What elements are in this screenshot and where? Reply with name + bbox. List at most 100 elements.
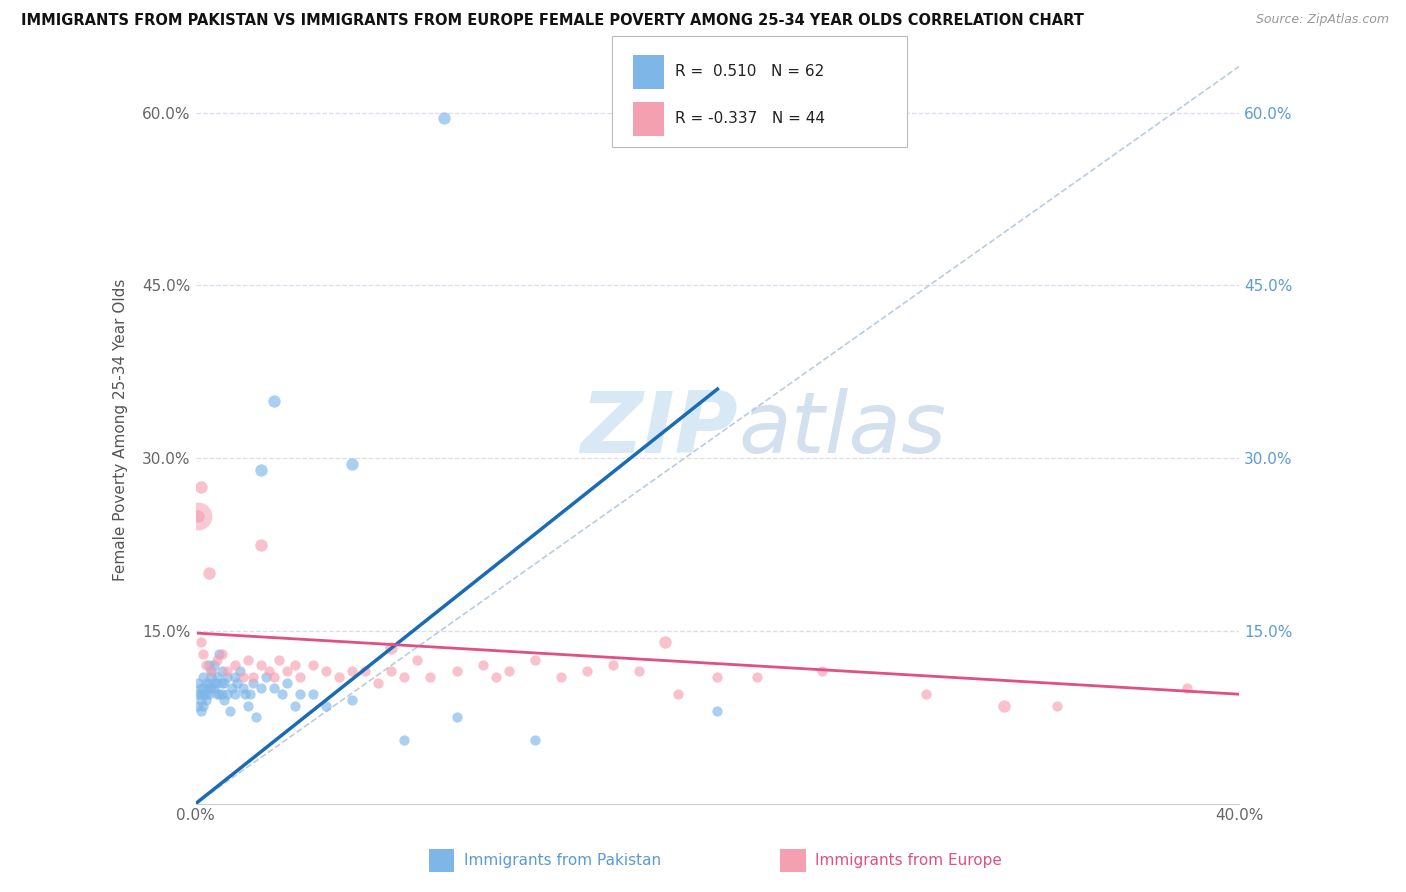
Point	[706, 705, 728, 719]
Point	[523, 733, 546, 747]
Point	[211, 675, 233, 690]
Point	[250, 658, 273, 673]
Point	[193, 647, 215, 661]
Point	[269, 653, 291, 667]
Point	[197, 687, 219, 701]
Point	[193, 698, 215, 713]
Point	[195, 675, 218, 690]
Point	[288, 670, 311, 684]
Point	[446, 664, 468, 678]
Point	[471, 658, 494, 673]
Point	[239, 687, 262, 701]
Point	[575, 664, 598, 678]
Point	[202, 675, 225, 690]
Point	[245, 710, 267, 724]
Point	[550, 670, 572, 684]
Point	[288, 687, 311, 701]
Point	[242, 675, 264, 690]
Point	[187, 508, 209, 523]
Point	[190, 480, 212, 494]
Point	[250, 463, 273, 477]
Point	[218, 705, 240, 719]
Point	[523, 653, 546, 667]
Point	[190, 635, 212, 649]
Point	[340, 664, 363, 678]
Point	[810, 664, 832, 678]
Point	[197, 681, 219, 696]
Point	[211, 687, 233, 701]
Point	[190, 681, 212, 696]
Point	[197, 658, 219, 673]
Point	[328, 670, 350, 684]
Point	[1175, 681, 1198, 696]
Point	[195, 658, 218, 673]
Point	[221, 681, 243, 696]
Point	[380, 664, 402, 678]
Point	[224, 687, 246, 701]
Point	[195, 693, 218, 707]
Point	[394, 670, 416, 684]
Point	[254, 670, 277, 684]
Point	[276, 664, 298, 678]
Point	[197, 675, 219, 690]
Point	[250, 537, 273, 551]
Point	[485, 670, 508, 684]
Point	[602, 658, 624, 673]
Point	[340, 693, 363, 707]
Point	[205, 670, 228, 684]
Point	[187, 698, 209, 713]
Point	[190, 705, 212, 719]
Point	[232, 670, 254, 684]
Point	[233, 687, 256, 701]
Point	[302, 658, 325, 673]
Point	[263, 393, 285, 408]
Point	[193, 681, 215, 696]
Point	[242, 670, 264, 684]
Point	[993, 698, 1015, 713]
Point	[367, 675, 389, 690]
Point	[263, 681, 285, 696]
Point	[211, 664, 233, 678]
Point	[190, 687, 212, 701]
Point	[205, 675, 228, 690]
Text: IMMIGRANTS FROM PAKISTAN VS IMMIGRANTS FROM EUROPE FEMALE POVERTY AMONG 25-34 YE: IMMIGRANTS FROM PAKISTAN VS IMMIGRANTS F…	[21, 13, 1084, 29]
Point	[208, 647, 231, 661]
Point	[214, 693, 236, 707]
Text: ZIP: ZIP	[581, 388, 738, 471]
Point	[193, 687, 215, 701]
Point	[208, 687, 231, 701]
Point	[226, 675, 249, 690]
Point	[263, 670, 285, 684]
Point	[446, 710, 468, 724]
Point	[202, 658, 225, 673]
Point	[419, 670, 441, 684]
Point	[745, 670, 768, 684]
Point	[276, 675, 298, 690]
Point	[654, 635, 676, 649]
Y-axis label: Female Poverty Among 25-34 Year Olds: Female Poverty Among 25-34 Year Olds	[114, 278, 128, 581]
Point	[229, 664, 252, 678]
Point	[284, 658, 307, 673]
Point	[205, 653, 228, 667]
Text: Source: ZipAtlas.com: Source: ZipAtlas.com	[1256, 13, 1389, 27]
Point	[270, 687, 292, 701]
Point	[224, 670, 246, 684]
Point	[432, 112, 454, 126]
Point	[232, 681, 254, 696]
Point	[315, 664, 337, 678]
Point	[215, 687, 238, 701]
Point	[205, 687, 228, 701]
Point	[190, 693, 212, 707]
Point	[394, 733, 416, 747]
Point	[354, 664, 377, 678]
Point	[406, 653, 429, 667]
Point	[284, 698, 307, 713]
Point	[187, 687, 209, 701]
Point	[250, 681, 273, 696]
Point	[202, 681, 225, 696]
Point	[498, 664, 520, 678]
Point	[211, 647, 233, 661]
Point	[200, 664, 222, 678]
Text: Immigrants from Europe: Immigrants from Europe	[815, 854, 1002, 868]
Point	[214, 675, 236, 690]
